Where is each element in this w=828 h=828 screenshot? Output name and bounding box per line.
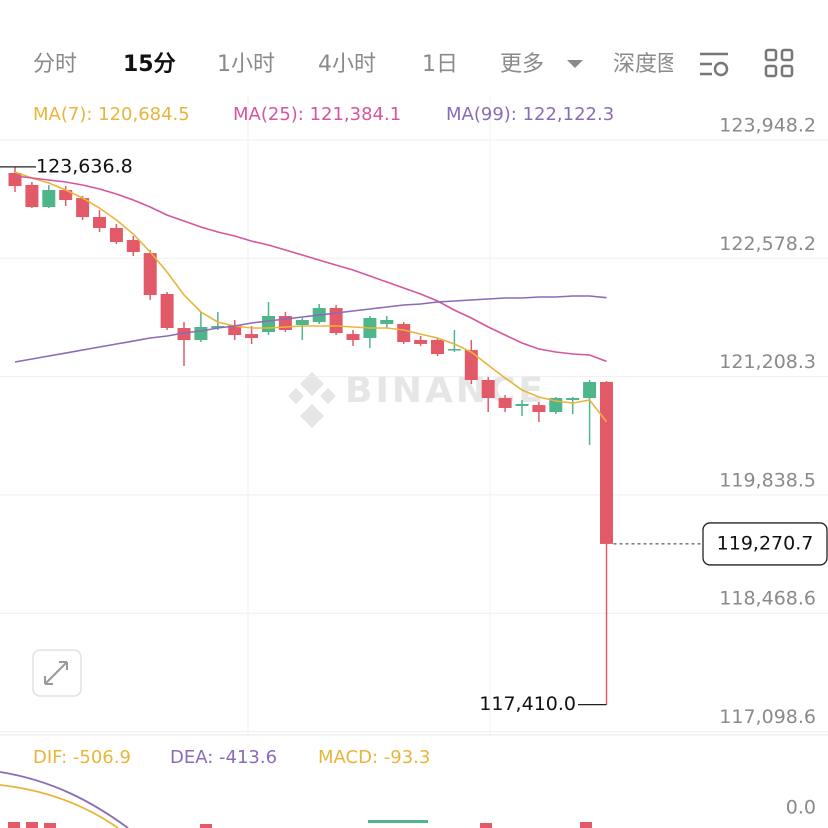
candle-body (498, 398, 512, 408)
candle-body (245, 334, 259, 339)
tab[interactable]: 15分 (123, 52, 176, 77)
price-box (702, 522, 828, 566)
y-tick-label: 121,208.3 (719, 351, 816, 373)
candle-body (93, 217, 106, 229)
candle-body (25, 185, 39, 208)
candle-body (397, 324, 411, 343)
candle-body (600, 381, 613, 544)
legend-entry: MA(7): 120,684.5 (33, 104, 190, 125)
tab[interactable]: 1小时 (217, 52, 275, 77)
candle-body (143, 253, 157, 296)
candle-body (566, 398, 580, 401)
y-tick-label: 119,838.5 (719, 469, 816, 491)
y-tick-label: 117,098.6 (719, 706, 816, 728)
candle-body (42, 190, 56, 208)
tab[interactable]: 4小时 (318, 52, 376, 77)
candle-body (414, 340, 428, 344)
dropdown-arrow[interactable] (567, 60, 583, 68)
tab[interactable]: 1日 (422, 52, 458, 77)
candle-body (59, 190, 73, 201)
candle-body (177, 328, 191, 341)
y-tick-label: 123,948.2 (719, 115, 816, 137)
candle-body (481, 380, 495, 399)
y-tick-label: 122,578.2 (719, 233, 816, 255)
candle-body (109, 228, 123, 243)
candle-body (583, 381, 597, 399)
settings-icon[interactable] (700, 52, 729, 77)
dea-line (0, 771, 129, 828)
candle-body (160, 293, 174, 329)
dif-line (0, 784, 119, 828)
layout-icon[interactable] (764, 48, 794, 78)
low-label: 117,410.0 (479, 693, 576, 715)
tab[interactable]: 深度图 (613, 52, 679, 77)
high-label: 123,636.8 (36, 155, 133, 177)
tab[interactable]: 更多 (500, 52, 544, 77)
candle-body (8, 173, 22, 187)
candle-body (532, 405, 546, 413)
candle-body (228, 324, 242, 336)
macd-legend-entry: MACD: -93.3 (318, 747, 430, 768)
ma-line (14, 171, 608, 423)
candle-body (126, 240, 140, 253)
tab-bar: 分时 15分 1小时 4小时 1日 更多 深度图 (33, 52, 679, 77)
candle-body (262, 316, 275, 332)
macd-legend-entry: DIF: -506.9 (33, 747, 131, 768)
candle-body (346, 334, 360, 341)
candle-body (431, 340, 444, 355)
candle-body (194, 326, 208, 341)
candle-body (295, 319, 309, 325)
y-tick-label: 118,468.6 (719, 588, 816, 610)
macd-y-tick-label: 0.0 (786, 797, 816, 819)
ma-line (14, 295, 607, 363)
macd-histogram (8, 820, 592, 828)
legend-entry: MA(25): 121,384.1 (233, 104, 401, 125)
candle-body (76, 198, 90, 218)
candle-body (515, 404, 529, 406)
candle-body (464, 350, 478, 380)
ma-line (14, 175, 607, 363)
legend-entry: MA(99): 122,122.3 (446, 104, 614, 125)
expand-button[interactable] (32, 649, 82, 697)
price-label: 119,270.7 (717, 532, 814, 554)
candle-body (380, 319, 394, 325)
candle-body (447, 348, 461, 351)
candle-body (211, 326, 225, 329)
macd-legend-entry: DEA: -413.6 (170, 747, 277, 768)
tab[interactable]: 分时 (33, 52, 77, 77)
